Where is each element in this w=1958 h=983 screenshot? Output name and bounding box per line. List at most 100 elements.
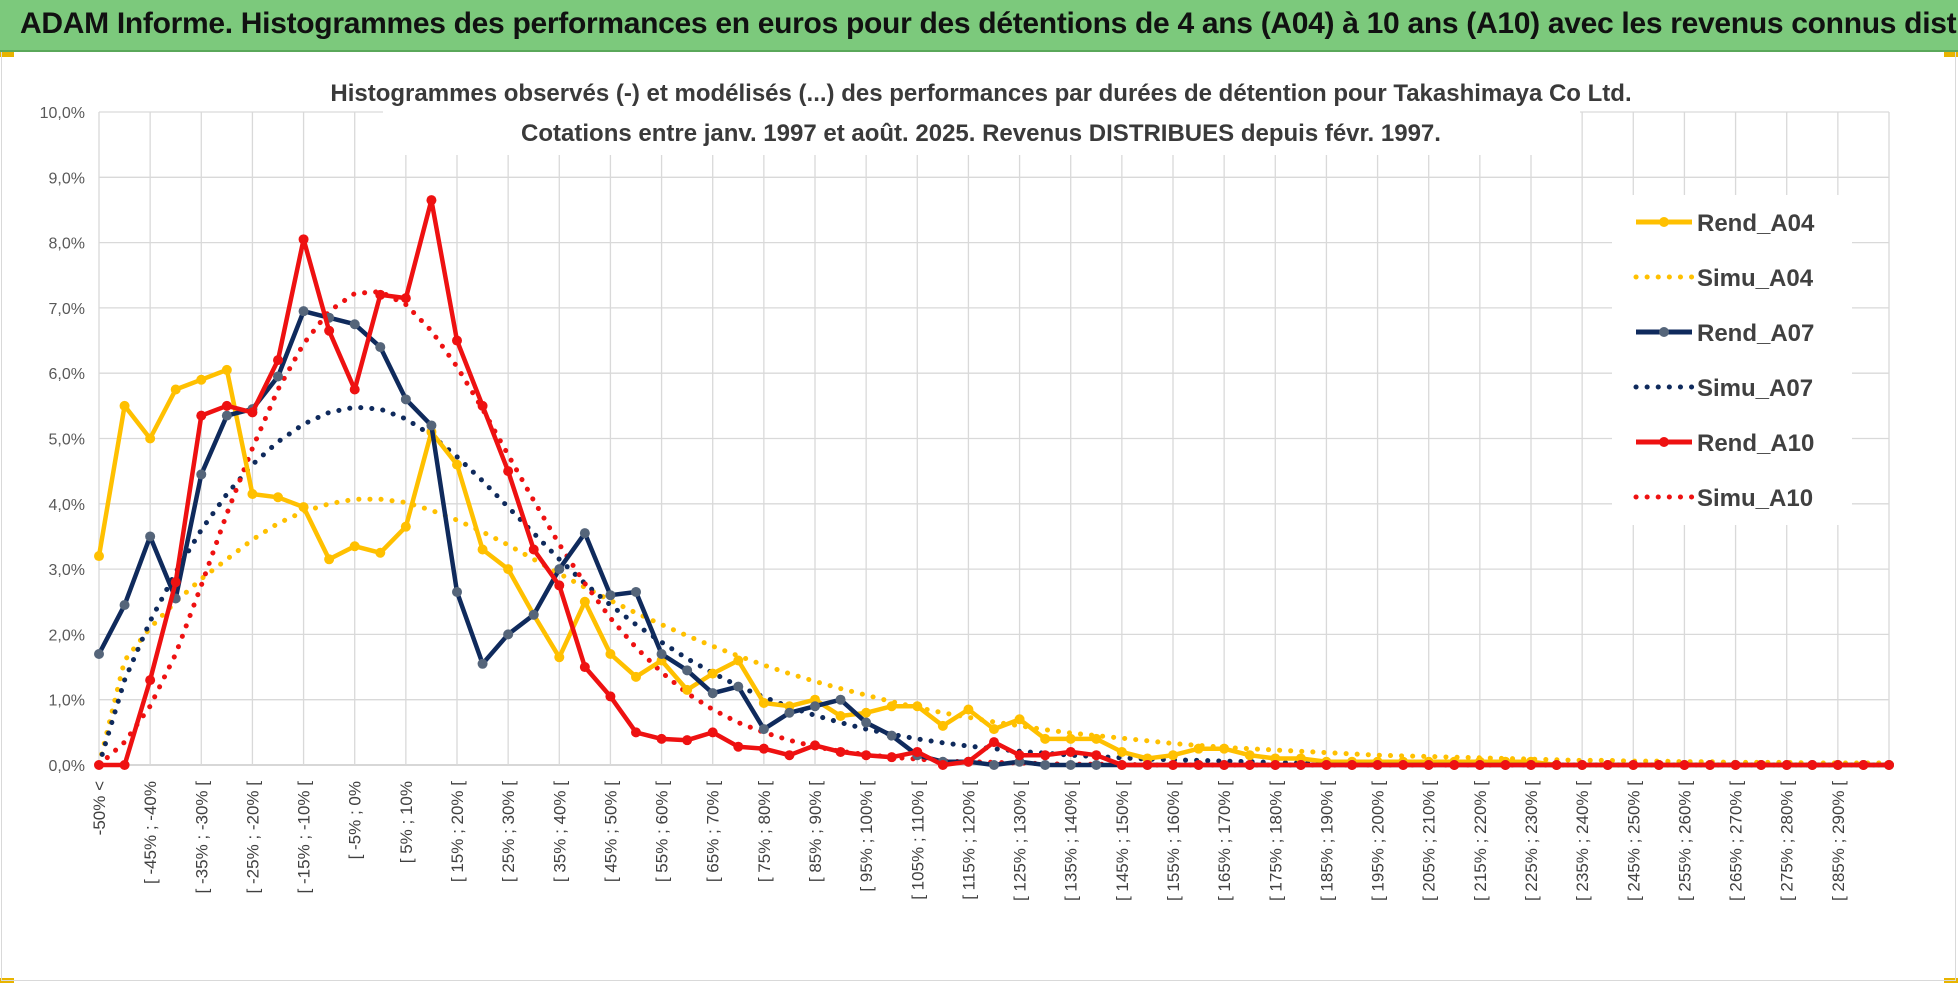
y-tick-label: 4,0% <box>49 497 85 514</box>
x-tick-label: [ 95% ; 100% [ <box>857 781 876 892</box>
x-tick-label: [ 165% ; 170% [ <box>1215 781 1234 901</box>
data-point <box>1449 760 1460 770</box>
y-tick-label: 9,0% <box>49 170 85 187</box>
data-point <box>1551 760 1562 770</box>
legend: Rend_A04 Simu_A04 Rend_A07 Simu_A07 Rend_A10… <box>1612 195 1852 525</box>
data-point <box>861 717 872 728</box>
data-point <box>1040 760 1051 770</box>
data-point <box>631 586 641 597</box>
data-point <box>1040 733 1051 744</box>
data-point <box>349 319 360 330</box>
series-lines <box>94 195 1894 770</box>
legend-label: Simu_A10 <box>1697 485 1813 512</box>
data-point <box>145 433 156 444</box>
y-tick-label: 3,0% <box>49 562 85 579</box>
data-point <box>989 737 999 748</box>
legend-item-rend_a10: Rend_A10 <box>1636 430 1814 457</box>
data-point <box>810 740 820 751</box>
x-tick-label: [ 55% ; 60% [ <box>653 781 672 882</box>
legend-item-simu_a10: Simu_A10 <box>1633 485 1813 512</box>
x-tick-label: [ 195% ; 200% [ <box>1369 781 1388 901</box>
x-tick-label: [ 135% ; 140% [ <box>1062 781 1081 901</box>
x-tick-label: [ 125% ; 130% [ <box>1011 781 1030 901</box>
x-tick-label: [ 255% ; 260% [ <box>1675 781 1694 901</box>
data-point <box>682 665 693 676</box>
data-point <box>247 407 258 418</box>
data-point <box>1858 760 1869 770</box>
x-axis-ticks: -50% < [ -45% ; -40% [ -35% ; -30% [[ -25%… <box>90 781 1848 901</box>
y-tick-label: 10,0% <box>40 105 85 122</box>
x-tick-label: [ -25% ; -20% [ <box>243 781 262 894</box>
data-point <box>682 684 693 695</box>
x-tick-label: [ 275% ; 280% [ <box>1778 781 1797 901</box>
data-point <box>707 727 718 738</box>
data-point <box>452 459 462 470</box>
data-point <box>733 741 744 752</box>
y-axis-ticks: 0,0% 1,0% 2,0% 3,0% 4,0% 5,0% 6,0% 7,0% 8,0% 9,0%… <box>40 105 85 775</box>
report-title: ADAM Informe. Histogrammes des performan… <box>20 7 1958 40</box>
data-point <box>1065 746 1076 757</box>
data-point <box>1602 760 1613 770</box>
x-tick-label: [ 285% ; 290% [ <box>1829 781 1848 901</box>
x-tick-label: [ 225% ; 230% [ <box>1522 781 1541 901</box>
x-tick-label: -50% < <box>90 781 109 835</box>
x-tick-label: [ -15% ; -10% [ <box>295 781 314 894</box>
x-tick-label: [ 25% ; 30% [ <box>499 781 518 882</box>
data-point <box>477 400 488 411</box>
data-point <box>579 662 590 673</box>
data-point <box>1423 760 1434 770</box>
y-tick-label: 1,0% <box>49 693 85 710</box>
legend-item-simu_a07: Simu_A07 <box>1633 375 1813 402</box>
data-point <box>835 694 846 705</box>
data-point <box>1040 750 1051 761</box>
x-tick-label: [ 175% ; 180% [ <box>1266 781 1285 901</box>
legend-label: Rend_A10 <box>1697 430 1814 457</box>
data-point <box>452 586 462 597</box>
data-point <box>477 544 488 555</box>
legend-box <box>1612 195 1852 525</box>
data-point <box>196 410 207 421</box>
chart-title-background <box>383 73 1580 155</box>
data-point <box>400 293 411 304</box>
series-rend_a10 <box>94 195 1894 770</box>
legend-label: Rend_A07 <box>1697 320 1814 347</box>
data-point <box>937 760 948 770</box>
x-tick-label: [ -45% ; -40% <box>141 781 160 884</box>
data-point <box>605 648 616 659</box>
x-tick-label: [ 65% ; 70% [ <box>704 781 723 882</box>
x-tick-label: [ 145% ; 150% [ <box>1113 781 1132 901</box>
data-point <box>1347 760 1357 770</box>
legend-marker <box>1659 327 1669 337</box>
data-point <box>477 658 488 669</box>
data-point <box>1679 760 1690 770</box>
data-point <box>119 600 130 611</box>
data-point <box>631 727 641 738</box>
legend-item-rend_a04: Rend_A04 <box>1636 210 1815 237</box>
data-point <box>707 688 718 699</box>
x-tick-label: [ 5% ; 10% <box>397 781 416 863</box>
data-point <box>400 521 411 532</box>
x-tick-label: [ 105% ; 110% [ <box>908 781 927 900</box>
chart-title: Histogrammes observés (-) et modélisés (… <box>330 80 1631 107</box>
data-point <box>554 580 565 591</box>
data-point <box>94 648 104 659</box>
x-tick-label: [ -5% ; 0% <box>346 781 365 859</box>
data-point <box>733 681 744 692</box>
data-point <box>1321 760 1332 770</box>
data-point <box>298 502 309 513</box>
x-tick-label: [ 15% ; 20% [ <box>448 781 467 882</box>
y-tick-label: 7,0% <box>49 301 85 318</box>
x-tick-label: [ 245% ; 250% [ <box>1624 781 1643 901</box>
data-point <box>605 590 616 601</box>
y-tick-label: 8,0% <box>49 236 85 253</box>
x-tick-label: [ 215% ; 220% [ <box>1471 781 1490 901</box>
data-point <box>375 547 386 558</box>
corner-mark-top-right <box>1944 52 1958 57</box>
data-point <box>196 374 207 385</box>
data-point <box>1884 760 1894 770</box>
data-point <box>758 743 769 754</box>
data-point <box>1500 760 1511 770</box>
legend-label: Rend_A04 <box>1697 210 1815 237</box>
data-point <box>554 652 565 663</box>
data-point <box>835 711 846 722</box>
